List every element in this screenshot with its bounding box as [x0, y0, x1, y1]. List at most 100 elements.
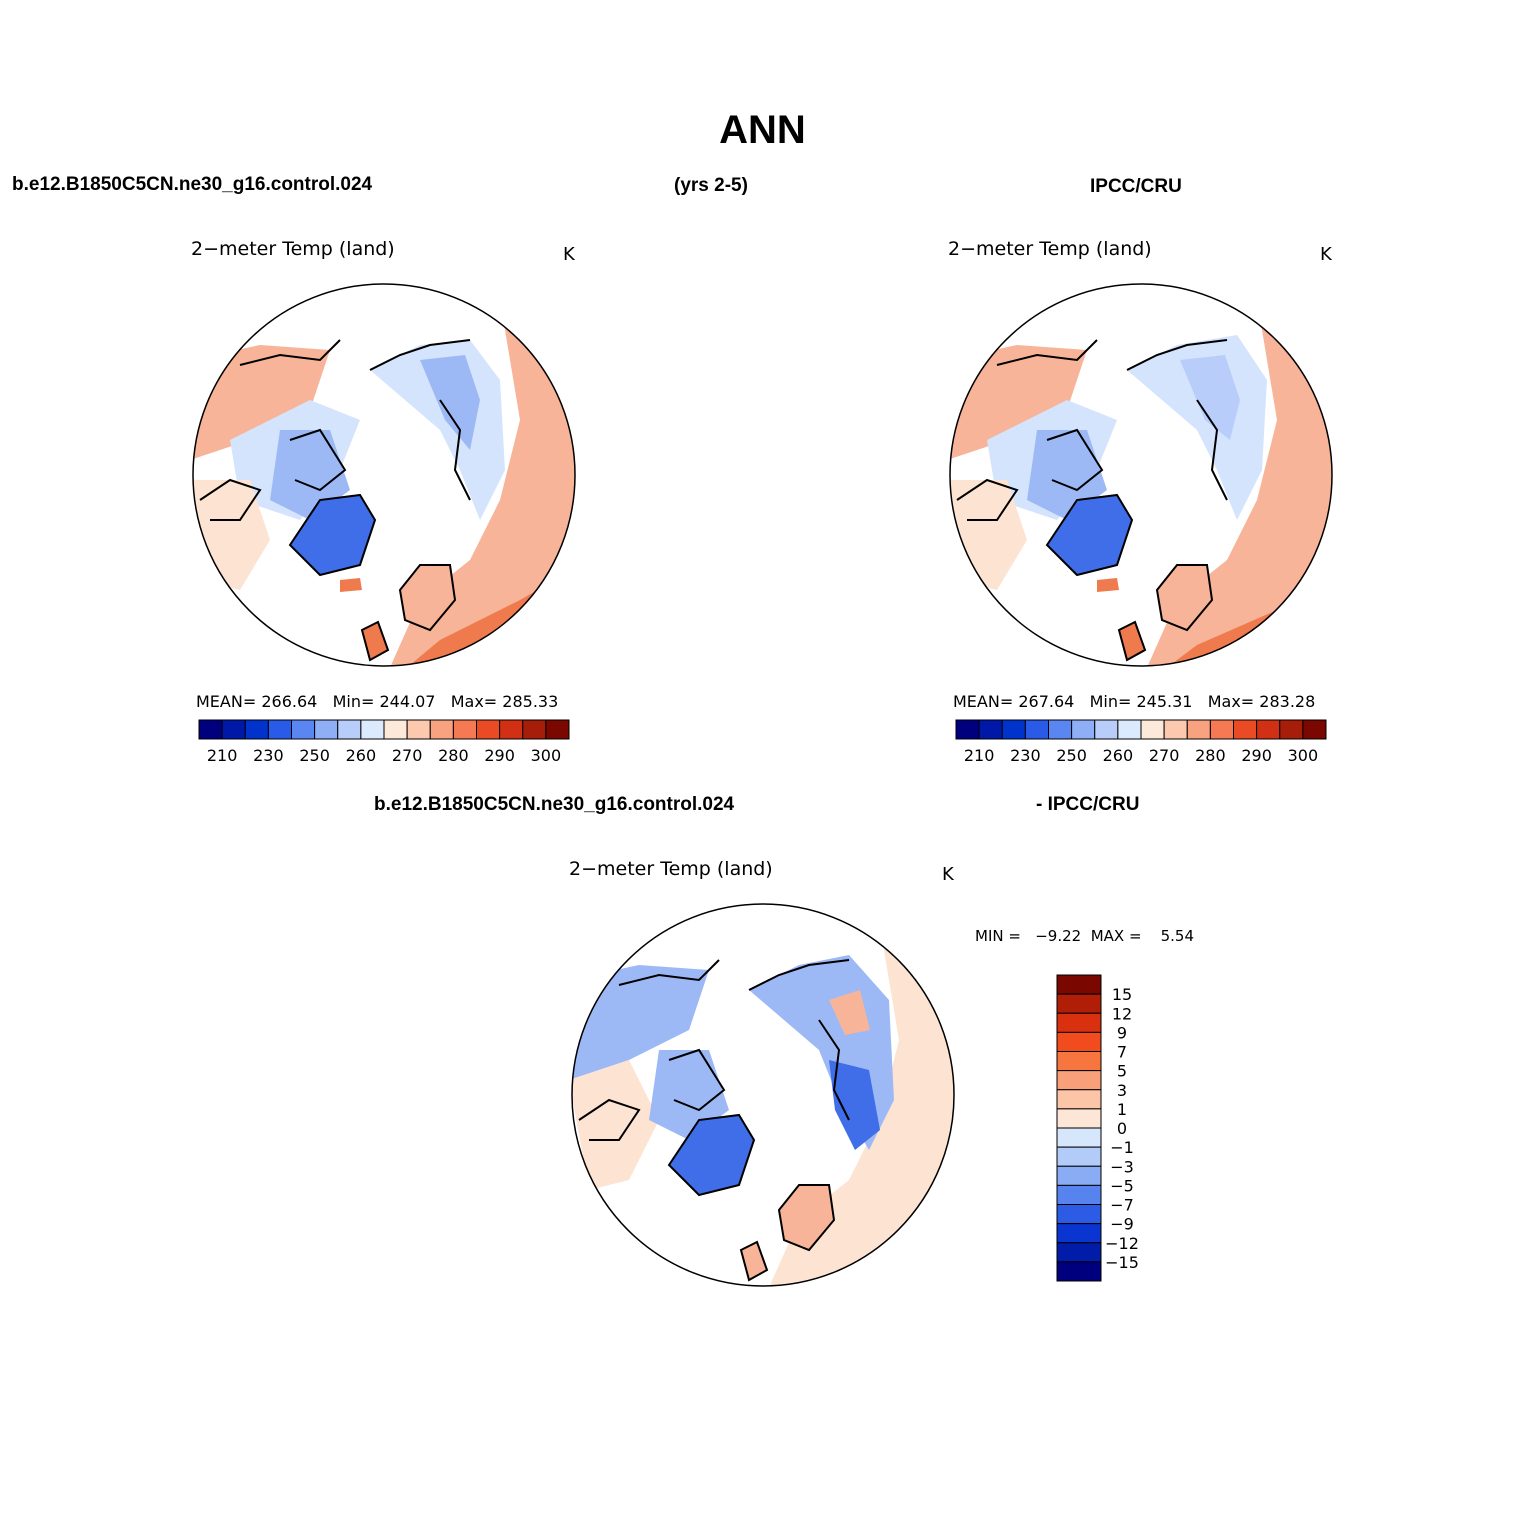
coastlines-diff — [578, 959, 850, 1282]
colorbar-swatch — [429, 719, 454, 740]
region-archipelago — [649, 1050, 729, 1140]
colorbar-tick-label: 230 — [253, 746, 284, 765]
min-label: Min= — [1089, 692, 1132, 711]
coastlines-model — [199, 339, 471, 662]
colorbar-tick-label: 15 — [1112, 985, 1132, 1004]
colorbar-tick-label: 260 — [346, 746, 377, 765]
colorbar-swatch — [545, 719, 570, 740]
colorbar-tick-label: 12 — [1112, 1004, 1132, 1023]
colorbar-tick-label: 210 — [964, 746, 995, 765]
region-scandinavia — [1157, 565, 1212, 630]
colorbar-tick-label: −7 — [1110, 1196, 1134, 1215]
colorbar-swatch — [1001, 719, 1026, 740]
colorbar-swatch — [1302, 719, 1327, 740]
colorbar-swatch — [955, 719, 980, 740]
colorbar-swatch — [452, 719, 477, 740]
colorbar-tick-label: 280 — [1195, 746, 1226, 765]
region-iceland — [1097, 578, 1119, 592]
colorbar-swatch — [221, 719, 246, 740]
obs-name-diff: - IPCC/CRU — [1036, 794, 1140, 815]
colorbar-swatch — [1233, 719, 1258, 740]
colorbar-swatch — [244, 719, 269, 740]
panel-diff-stats: MIN = −9.22 MAX = 5.54 — [975, 927, 1195, 945]
colorbar-tick-label: 3 — [1117, 1081, 1127, 1100]
colorbar-swatch — [1024, 719, 1049, 740]
colorbar-swatch — [1056, 1184, 1102, 1205]
case-name-top: b.e12.B1850C5CN.ne30_g16.control.024 — [12, 174, 373, 195]
colorbar-tick-label: 270 — [392, 746, 423, 765]
mean-value: 267.64 — [1018, 692, 1075, 711]
colorbar-tick-label: 300 — [1288, 746, 1319, 765]
max-label: Max= — [1207, 692, 1255, 711]
colorbar-obs: 210 230 250 260 270 280 290 300 — [955, 719, 1327, 765]
mean-label: MEAN= — [953, 692, 1014, 711]
region-greenland — [669, 1115, 754, 1195]
map-model-border — [192, 283, 576, 667]
region-siberia-cold — [1180, 355, 1240, 440]
colorbar-swatch — [1186, 719, 1211, 740]
colorbar-tick-label: 0 — [1117, 1119, 1127, 1138]
max-value: 285.33 — [502, 692, 559, 711]
colorbar-swatch — [1056, 1031, 1102, 1052]
colorbar-swatch — [1163, 719, 1188, 740]
colorbar-swatch — [383, 719, 408, 740]
region-alaska-warm — [950, 345, 1087, 460]
colorbar-swatch — [1056, 1242, 1102, 1263]
colorbar-swatch — [1056, 1146, 1102, 1167]
colorbar-tick-label: −3 — [1110, 1157, 1134, 1176]
colorbar-swatch — [337, 719, 362, 740]
colorbar-tick-label: 290 — [484, 746, 515, 765]
colorbar-swatch — [1056, 1165, 1102, 1186]
panel-obs-units: K — [1320, 244, 1332, 265]
colorbar-swatch — [1056, 1204, 1102, 1225]
years-label: (yrs 2-5) — [674, 175, 748, 196]
colorbar-swatch — [1056, 974, 1102, 995]
colorbar-swatch — [1056, 1261, 1102, 1282]
colorbar-tick-label: 250 — [1056, 746, 1087, 765]
colorbar-tick-label: −9 — [1110, 1215, 1134, 1234]
colorbar-tick-label: 210 — [207, 746, 238, 765]
colorbar-swatch — [1117, 719, 1142, 740]
region-greenland — [290, 495, 375, 575]
colorbar-tick-label: 300 — [531, 746, 562, 765]
map-diff — [571, 903, 955, 1287]
panel-model-stats: MEAN= 266.64 Min= 244.07 Max= 285.33 — [196, 692, 558, 711]
colorbar-swatch — [198, 719, 223, 740]
region-siberia-cold — [420, 355, 480, 450]
colorbar-swatch — [291, 719, 316, 740]
colorbar-tick-label: 250 — [299, 746, 330, 765]
colorbar-swatch — [1056, 1223, 1102, 1244]
colorbar-swatch — [1209, 719, 1234, 740]
panel-obs-stats: MEAN= 267.64 Min= 245.31 Max= 283.28 — [953, 692, 1315, 711]
colorbar-swatch — [499, 719, 524, 740]
colorbar-tick-label: 270 — [1149, 746, 1180, 765]
colorbar-tick-label: 230 — [1010, 746, 1041, 765]
colorbar-swatch — [1071, 719, 1096, 740]
region-siberia-cold — [829, 1060, 880, 1150]
min-label: Min= — [332, 692, 375, 711]
colorbar-swatch — [1279, 719, 1304, 740]
colorbar-model: 210 230 250 260 270 280 290 300 — [198, 719, 570, 765]
panel-model-units: K — [563, 244, 575, 265]
colorbar-tick-label: 280 — [438, 746, 469, 765]
colorbar-tick-label: 7 — [1117, 1043, 1127, 1062]
colorbar-swatch — [1056, 993, 1102, 1014]
coastlines-obs — [956, 339, 1228, 662]
region-archipelago-cold — [1027, 430, 1107, 520]
min-value: 244.07 — [379, 692, 436, 711]
colorbar-tick-label: −5 — [1110, 1176, 1134, 1195]
panel-diff-units: K — [942, 864, 954, 885]
region-alaska-warm — [193, 345, 330, 460]
map-obs — [949, 283, 1333, 667]
colorbar-swatch — [978, 719, 1003, 740]
region-archipelago-cold — [270, 430, 350, 520]
colorbar-swatch — [1056, 1127, 1102, 1148]
region-scandinavia — [400, 565, 455, 630]
mean-label: MEAN= — [196, 692, 257, 711]
region-alaska — [572, 965, 709, 1080]
panel-model-variable: 2−meter Temp (land) — [191, 238, 395, 260]
min-value: 245.31 — [1136, 692, 1193, 711]
map-model — [192, 283, 576, 667]
